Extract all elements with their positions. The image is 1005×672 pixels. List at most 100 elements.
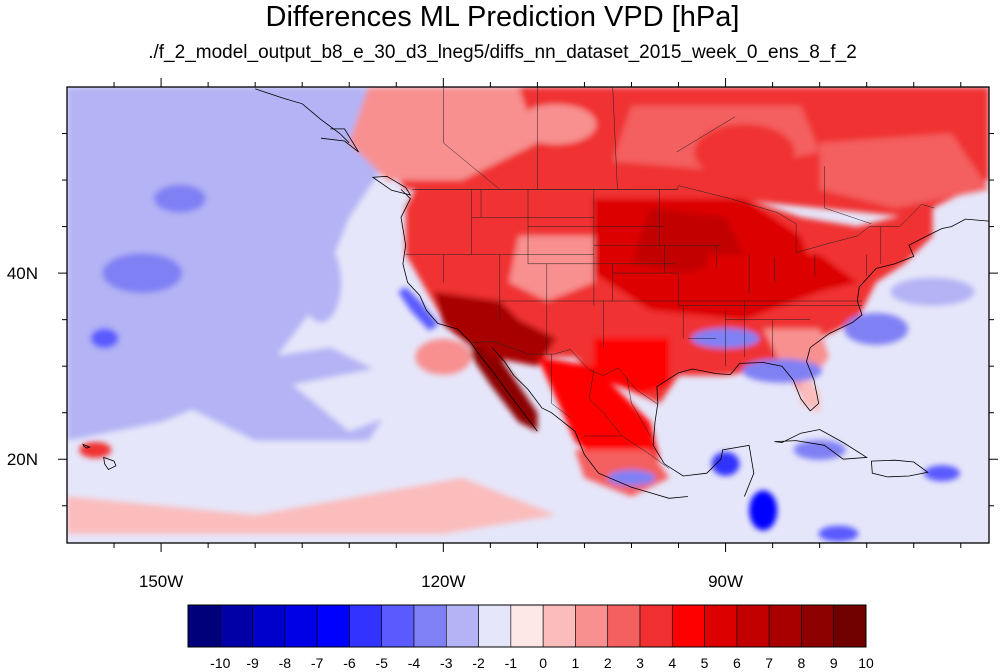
colorbar-label: -10 [210,655,230,671]
colorbar-label: 2 [604,655,612,671]
canada-us-border [412,185,935,253]
pacific-lobe-b [90,328,119,349]
pacific-lobe-d [301,242,342,323]
offshore-warm-patch [415,338,472,375]
caribbean-south [818,525,859,542]
colorbar-swatch [833,604,867,648]
bc-coast-a [320,128,360,153]
plot-frame [66,86,990,544]
east-coastline [656,218,989,412]
west-coastline [400,189,538,432]
colorbar-label: -1 [505,655,518,671]
minor-ticks [58,78,998,552]
caribbean-region-a [711,451,740,476]
colorbar: -10 -9 -8 -7 -6 -5 -4 -3 -2 -1 0 1 2 3 4 5 6 7 8 9 10 [187,604,874,671]
x-tick-label: 150W [139,572,183,591]
bc-alberta-border [443,87,500,190]
colorbar-swatch [510,604,544,648]
colorbar-label: -5 [375,655,388,671]
chart-title: Differences ML Prediction VPD [hPa] [265,1,740,33]
state-borders [405,87,935,469]
colorbar-label: -3 [440,655,453,671]
vpd-field [67,87,989,543]
mx-state-b [588,369,623,437]
colorbar-label: -4 [408,655,421,671]
pacific-mid-patch [292,366,425,432]
mx-state-a [551,354,571,418]
colorbar-swatch [768,604,802,648]
colorbar-label: 6 [733,655,741,671]
colorbar-swatch [575,604,609,648]
alaska-panhandle [255,88,350,144]
colorbar-label: 3 [636,655,644,671]
atlantic-blue-arc [890,277,975,306]
colorbar-swatch [736,604,770,648]
coastlines [82,88,989,499]
hawaii-patch [79,441,112,458]
x-tick-label: 90W [708,572,743,591]
colorbar-label: -2 [472,655,485,671]
rockies-patch [509,235,594,301]
colorbar-swatch [413,604,447,648]
hispaniola-outline [870,459,929,478]
colorbar-swatch [704,604,738,648]
california-coast-region [398,287,439,331]
ohio-valley-core [706,254,858,301]
canada-hot-core [694,124,795,181]
colorbar-swatch [284,604,318,648]
colorbar-swatch [478,604,512,648]
big-island-outline [103,456,117,471]
colorbar-swatch [349,604,383,648]
pacific-lobe-c [153,184,206,213]
caribbean-region-b [749,490,778,531]
sask-manitoba-border [612,87,618,190]
colorbar-label: -8 [279,655,292,671]
colorbar-label: 5 [701,655,709,671]
y-tick-label: 20N [7,450,38,469]
atlantic-blue-patch [844,312,909,345]
colorbar-label: -6 [343,655,356,671]
colorbar-swatch [671,604,705,648]
colorbar-swatch [381,604,415,648]
pacific-lobe-a [102,253,183,294]
caribbean-east [923,465,960,482]
quebec-region [819,133,989,208]
colorbar-label: 4 [668,655,676,671]
mexico-pacific-blue [607,469,656,486]
texas-region [593,338,670,395]
colorbar-label: 9 [830,655,838,671]
colorbar-swatch [445,604,479,648]
x-tick-label: 120W [421,572,465,591]
colorbar-label: 0 [539,655,547,671]
oahu-outline [82,443,91,449]
colorbar-swatch [639,604,673,648]
colorbar-swatch [542,604,576,648]
cuba-blue [793,439,846,460]
ontario-quebec-border [824,166,872,225]
chart-subtitle: ./f_2_model_output_b8_e_30_d3_lneg5/diff… [148,42,857,63]
colorbar-label: -9 [246,655,259,671]
colorbar-label: 10 [858,655,874,671]
mx-state-c [626,377,651,437]
mexico-interior [537,356,660,478]
sonora-core [462,310,557,367]
colorbar-label: 8 [798,655,806,671]
cuba-outline [774,429,868,460]
colorbar-swatch [316,604,350,648]
colorbar-swatch [252,604,286,648]
canada-west-core [516,104,597,145]
colorbar-label: 7 [765,655,773,671]
tropical-pacific-band [67,477,557,534]
colorbar-frame [187,604,867,648]
mexico-pacific-coastline [491,347,688,499]
colorbar-swatch [219,604,253,648]
colorbar-label: -7 [311,655,324,671]
y-tick-label: 40N [7,264,38,283]
colorbar-swatch [607,604,641,648]
colorbar-swatch [187,604,221,648]
mexico-gulf-coastline [652,403,755,497]
manitoba-ontario-border [676,116,736,153]
gulf-blue-band [742,358,823,383]
mx-state-d [584,435,670,469]
